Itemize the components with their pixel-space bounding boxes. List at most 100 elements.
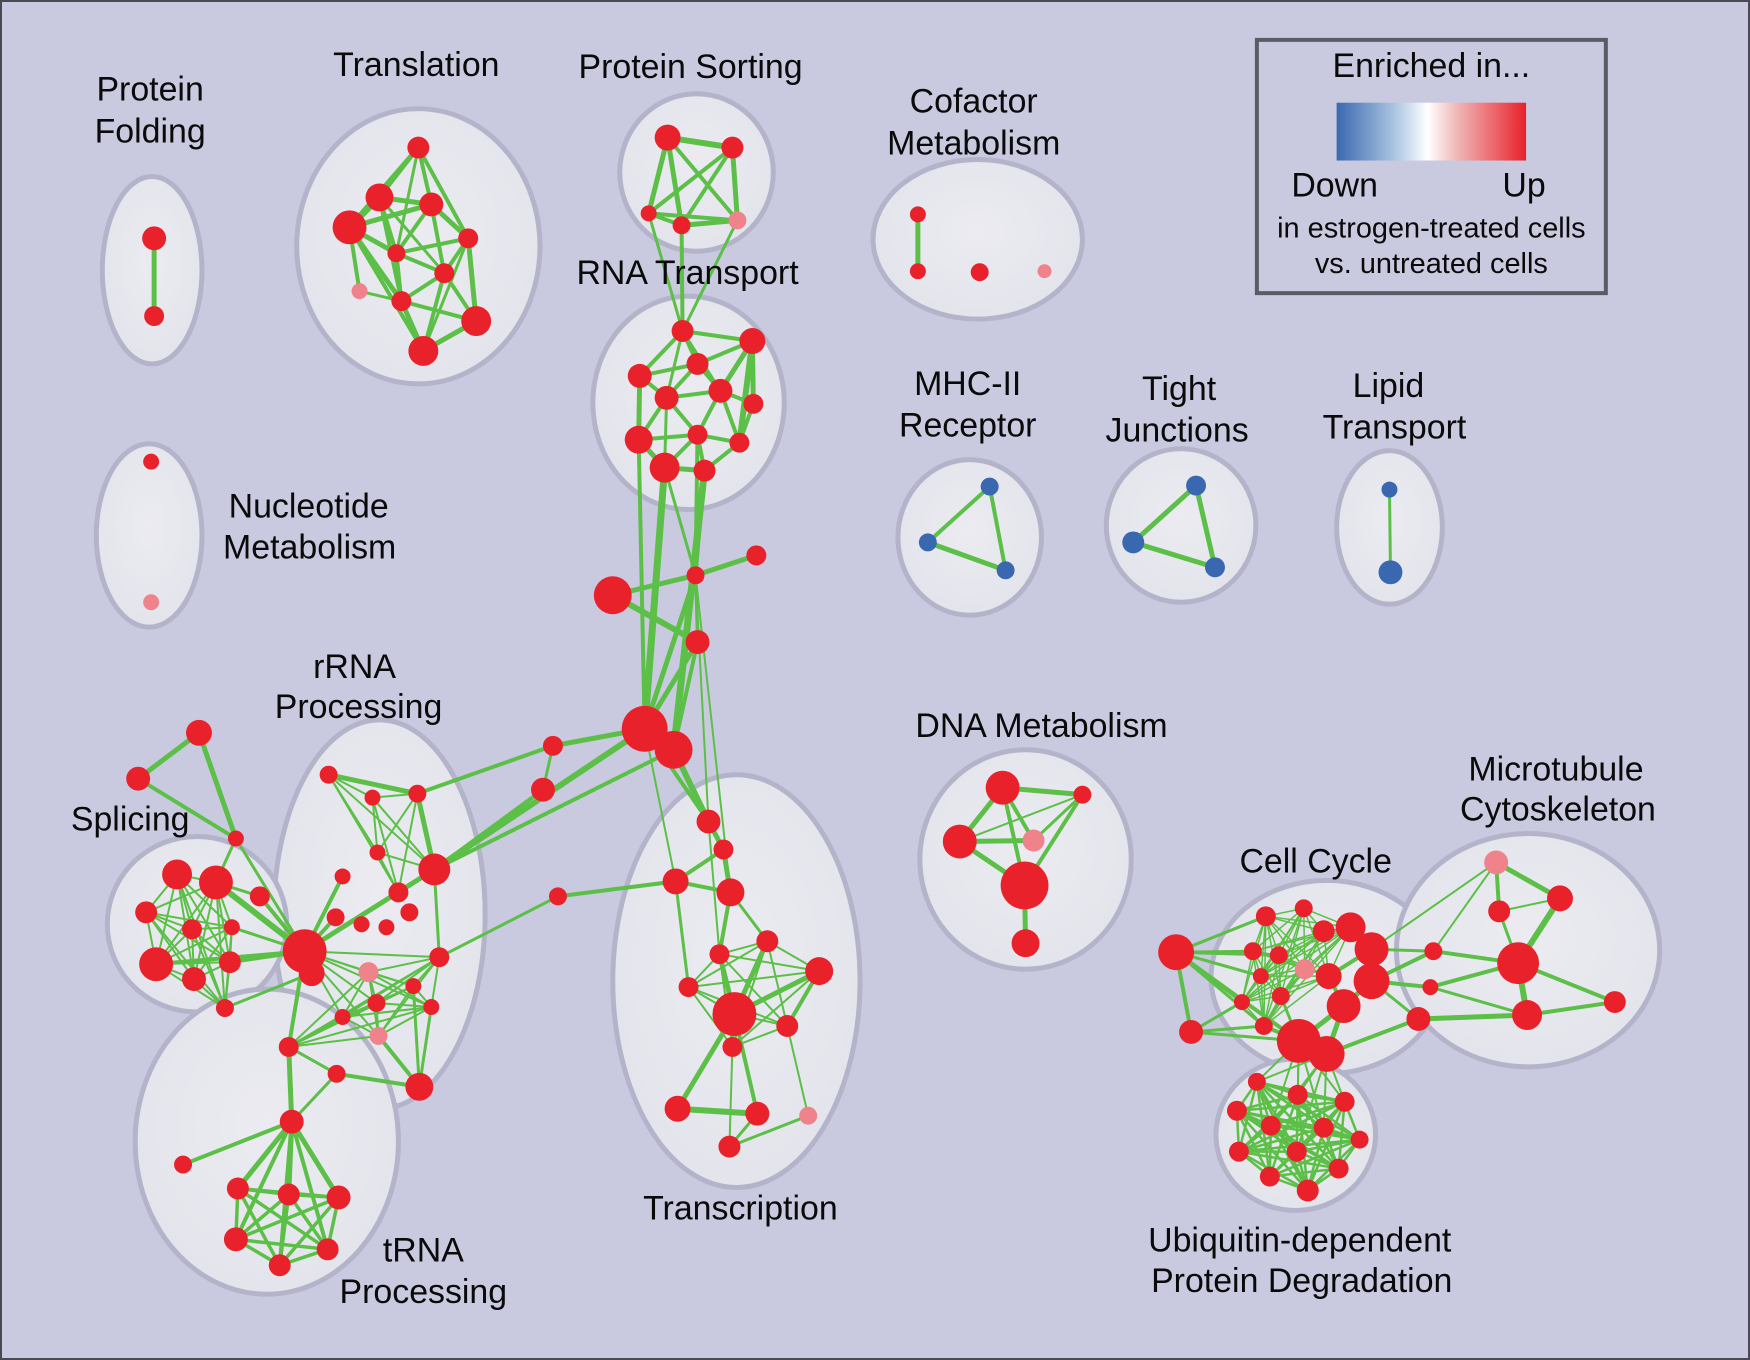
edge-sp1-sp3 [196,730,239,842]
edge-cc6-cc13 [1252,950,1265,1027]
node-cc17 [1353,963,1390,1000]
node-cc4 [1335,912,1366,943]
node-tj1 [1186,475,1207,496]
legend-note-line2: vs. untreated cells [1315,248,1548,280]
cluster-label-trna-processing-line2: Processing [340,1273,508,1311]
edge-rr15-rr24 [287,971,370,1048]
node-cc16 [1326,989,1361,1023]
edge-hub2-rr6 [432,747,676,872]
node-dm5 [1000,861,1049,910]
node-rt1 [671,320,694,342]
node-ub12 [1296,1179,1319,1202]
edge-tn_hub-tn1 [235,1119,295,1191]
node-nm2 [143,594,160,611]
node-md [685,630,710,655]
node-rr4 [369,844,386,861]
node-dm4 [1022,829,1045,852]
edge-rt8-jn [693,432,700,578]
edge-rr15-rr19 [367,971,433,1009]
edge-tx15-tx16 [727,1114,810,1149]
edge-tx7-tx9 [687,940,769,989]
node-tx9 [678,977,699,998]
edge-tn2-tn5 [286,1192,330,1252]
edge-tx7-tx11 [766,940,789,1027]
edge-jn-mr [693,552,759,578]
node-rt11 [693,459,716,482]
node-rr12 [249,886,270,907]
node-cc2 [1294,899,1313,918]
edge-rr22-rr23 [334,1071,422,1089]
node-cc1 [1255,906,1276,927]
node-tj2 [1122,531,1145,554]
edge-tx12-tx16 [728,1045,734,1148]
edge-rr16-rr19 [375,1002,433,1009]
node-tx4 [716,878,745,907]
node-dm6 [1011,929,1040,958]
node-cc6 [1243,942,1262,961]
cluster-label-trna-processing-line1: tRNA [383,1231,464,1269]
node-tx3 [662,868,689,895]
node-cc11 [1271,987,1290,1006]
legend-title: Enriched in... [1332,47,1530,85]
edge-sp12-rr14 [223,971,314,1010]
cluster-label-protein-folding-line2: Folding [95,113,206,151]
cluster-label-rrna-processing-line2: Processing [275,688,443,726]
edge-tn3-tn6 [278,1195,341,1268]
node-rt5 [654,385,679,410]
edge-ps1-ps4 [665,135,685,228]
edge-cc2-cc13 [1263,907,1305,1027]
node-cc5 [1354,932,1389,967]
edge-t4-t11 [347,225,426,353]
node-t2 [365,183,394,212]
node-rr23 [405,1072,434,1101]
node-rr15 [358,962,379,983]
cluster-label-tight-junctions-line1: Tight [1142,370,1217,408]
cluster-ellipse-tight-junctions [1103,446,1259,605]
edge-ub7-ub9 [1295,1138,1361,1153]
node-mt4 [1497,942,1540,985]
cluster-label-translation: Translation [333,46,499,84]
edge-t5-t6 [394,236,471,256]
node-tx6 [709,944,730,965]
edge-tx8-tx12 [731,970,821,1048]
node-mt_conn [1424,942,1443,961]
edge-sp7-sp12 [191,928,226,1010]
edge-rt2-rt12 [736,338,756,446]
node-rr17 [405,978,422,995]
node-ub2 [1287,1084,1308,1105]
node-ub3 [1334,1091,1355,1112]
node-mt5 [1512,1000,1543,1030]
node-ub9 [1286,1141,1307,1162]
edge-rr3-rr4 [376,792,419,854]
edge-rr19-rr20 [377,1006,433,1037]
node-rt10 [649,452,680,483]
node-ps3 [640,205,657,222]
node-tn3 [326,1185,351,1210]
node-sp7 [182,919,202,940]
node-rt12 [729,432,750,453]
node-rr6 [418,853,451,886]
node-ub11 [1259,1166,1280,1187]
cluster-label-rna-transport: RNA Transport [576,254,799,292]
cluster-label-ubiquitin-degradation-line2: Protein Degradation [1151,1262,1452,1300]
cluster-ellipse-cofactor-metabolism [870,157,1085,322]
edge-ps2-ps3 [646,145,735,216]
edge-rr15-rr18 [367,956,441,974]
node-t7 [434,263,455,284]
edge-tj1-tj3 [1193,483,1218,570]
node-rr24 [278,1036,299,1057]
edge-tn_hub-tn0 [181,1119,294,1167]
node-sp6 [135,901,158,924]
node-cc_sm [1179,1019,1204,1044]
node-rt8 [687,424,708,445]
node-mt_conn3 [1406,1007,1431,1031]
node-rt7 [743,393,764,414]
edge-mh2-mh3 [925,539,1009,573]
edge-cc4-cc11 [1280,926,1352,997]
edge-rt9-hub1 [636,437,647,731]
edge-hub1-tx3 [643,727,677,883]
node-tx12 [722,1036,743,1057]
node-tx7 [756,930,779,953]
